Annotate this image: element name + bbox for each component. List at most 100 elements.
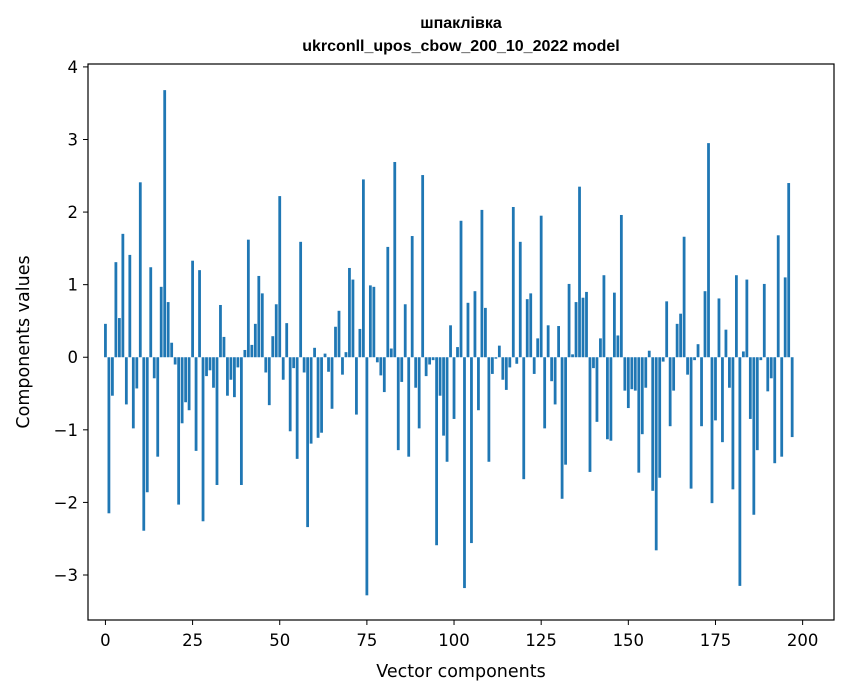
- bar: [783, 277, 787, 358]
- y-tick-label: 0: [68, 348, 79, 367]
- bar: [344, 352, 348, 358]
- bar: [449, 325, 452, 358]
- bar: [274, 304, 278, 358]
- bar: [773, 357, 777, 464]
- bar: [124, 357, 128, 405]
- bar: [543, 357, 547, 429]
- bar: [337, 310, 341, 358]
- bar: [260, 293, 264, 358]
- bar: [407, 357, 411, 457]
- bar: [375, 357, 379, 363]
- bar: [731, 357, 735, 490]
- bar: [661, 357, 665, 362]
- bar: [578, 186, 581, 358]
- bar: [424, 357, 428, 377]
- bar: [421, 175, 425, 358]
- bar: [574, 302, 578, 358]
- bar: [365, 357, 369, 596]
- bar: [330, 357, 334, 409]
- bar: [787, 183, 791, 358]
- bar: [212, 357, 215, 388]
- bar: [658, 357, 662, 478]
- chart-subtitle: ukrconll_upos_cbow_200_10_2022 model: [302, 38, 619, 55]
- bar: [170, 342, 174, 358]
- y-tick-label: 1: [68, 276, 79, 295]
- bar: [145, 357, 149, 493]
- bar: [700, 357, 703, 427]
- bar: [135, 357, 139, 389]
- bar: [644, 357, 648, 388]
- bar: [285, 323, 289, 358]
- bar: [735, 275, 738, 358]
- bar: [515, 357, 519, 364]
- bar: [762, 283, 766, 358]
- bar: [292, 357, 296, 369]
- bar: [111, 357, 114, 396]
- bar: [585, 291, 588, 358]
- x-tick-label: 175: [700, 631, 732, 650]
- bar: [205, 357, 208, 377]
- bar: [588, 357, 592, 472]
- bar: [184, 357, 187, 403]
- bar: [445, 357, 449, 462]
- bar: [571, 354, 574, 358]
- bar: [710, 357, 714, 504]
- bar: [414, 357, 418, 388]
- bars-group: [104, 90, 794, 596]
- bar: [117, 318, 121, 358]
- bar: [393, 161, 397, 358]
- bar: [560, 357, 564, 499]
- bar: [546, 325, 550, 358]
- bar: [619, 214, 623, 358]
- bar: [686, 357, 689, 375]
- bar: [581, 297, 585, 358]
- bar: [246, 239, 250, 358]
- bar: [107, 357, 111, 514]
- bar: [257, 275, 261, 358]
- bar: [438, 357, 442, 396]
- x-axis-label: Vector components: [376, 662, 545, 682]
- bar: [553, 357, 557, 405]
- bar: [637, 357, 641, 473]
- bar: [309, 357, 313, 444]
- bar: [159, 286, 163, 358]
- bar: [672, 357, 676, 391]
- bar: [152, 357, 156, 379]
- bar: [131, 357, 135, 429]
- bar: [229, 357, 233, 380]
- bar: [487, 357, 491, 462]
- bar: [400, 357, 404, 382]
- bar: [790, 357, 794, 438]
- bar: [435, 357, 438, 546]
- bar: [703, 291, 707, 358]
- bar: [313, 347, 316, 358]
- bar: [215, 357, 219, 485]
- bar: [208, 357, 212, 371]
- bar: [341, 357, 344, 375]
- bar: [612, 292, 616, 358]
- bar: [201, 357, 205, 522]
- bar: [679, 313, 683, 358]
- bar: [239, 357, 243, 485]
- bar: [386, 246, 390, 358]
- bar: [410, 236, 414, 358]
- bar: [721, 357, 724, 443]
- bar: [567, 283, 571, 358]
- bar: [428, 357, 432, 365]
- bar: [766, 357, 770, 392]
- bar: [675, 323, 679, 358]
- y-tick-label: −2: [54, 493, 78, 512]
- y-axis-ticks: −3 −2 −1 0 1 2 3 4: [54, 58, 88, 585]
- bar: [776, 235, 780, 358]
- bar: [508, 357, 512, 368]
- bar: [651, 357, 655, 491]
- bar: [281, 357, 285, 380]
- bar: [501, 357, 505, 380]
- bar: [550, 357, 554, 382]
- bar: [599, 338, 602, 358]
- x-tick-label: 75: [356, 631, 377, 650]
- bar: [191, 260, 194, 358]
- bar: [271, 336, 275, 358]
- bar: [295, 357, 299, 459]
